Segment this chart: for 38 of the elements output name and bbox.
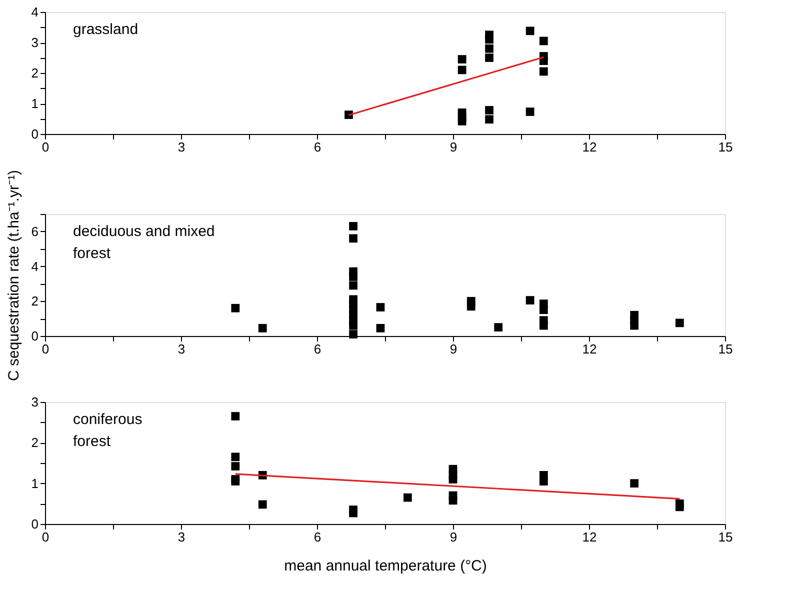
y-tick-label: 2 bbox=[31, 435, 38, 450]
x-tick-label: 0 bbox=[42, 530, 50, 544]
y-tick-label: 2 bbox=[31, 66, 38, 80]
y-tick-label: 1 bbox=[31, 96, 38, 111]
y-tick-label: 3 bbox=[31, 394, 38, 410]
x-tick-label: 15 bbox=[718, 342, 733, 356]
y-tick-label: 0 bbox=[31, 328, 38, 344]
x-tick-label: 9 bbox=[450, 530, 458, 544]
x-axis-title: mean annual temperature (°C) bbox=[284, 558, 487, 574]
x-tick-label: 9 bbox=[450, 342, 458, 356]
x-tick-label: 3 bbox=[178, 342, 186, 356]
y-tick-label: 0 bbox=[31, 516, 38, 532]
x-tick-label: 12 bbox=[582, 140, 597, 154]
x-tick-label: 12 bbox=[582, 342, 597, 356]
y-tick-label: 4 bbox=[31, 258, 38, 274]
x-tick-label: 3 bbox=[178, 140, 186, 154]
y-tick-label: 0 bbox=[31, 126, 38, 142]
y-axis-title: C sequestration rate (t.ha⁻¹.yr⁻¹) bbox=[5, 170, 22, 381]
annotation: forest bbox=[73, 433, 112, 450]
x-tick-label: 12 bbox=[582, 530, 597, 544]
x-tick-label: 15 bbox=[718, 140, 733, 154]
y-tick-label: 2 bbox=[31, 294, 38, 309]
y-tick-label: 6 bbox=[31, 224, 38, 239]
x-tick-label: 3 bbox=[178, 530, 186, 544]
x-tick-label: 6 bbox=[314, 530, 322, 544]
x-tick-label: 6 bbox=[314, 342, 322, 356]
x-tick-label: 6 bbox=[314, 140, 322, 154]
x-tick-label: 15 bbox=[718, 530, 733, 544]
y-tick-label: 3 bbox=[31, 35, 38, 50]
annotation: coniferous bbox=[73, 411, 142, 428]
y-tick-label: 4 bbox=[31, 4, 38, 20]
annotation: grassland bbox=[73, 21, 138, 38]
y-tick-label: 1 bbox=[31, 476, 38, 491]
annotation: forest bbox=[73, 245, 112, 262]
annotation: deciduous and mixed bbox=[73, 223, 215, 240]
x-tick-label: 0 bbox=[42, 342, 50, 356]
x-tick-label: 9 bbox=[450, 140, 458, 154]
x-tick-label: 0 bbox=[42, 140, 50, 154]
